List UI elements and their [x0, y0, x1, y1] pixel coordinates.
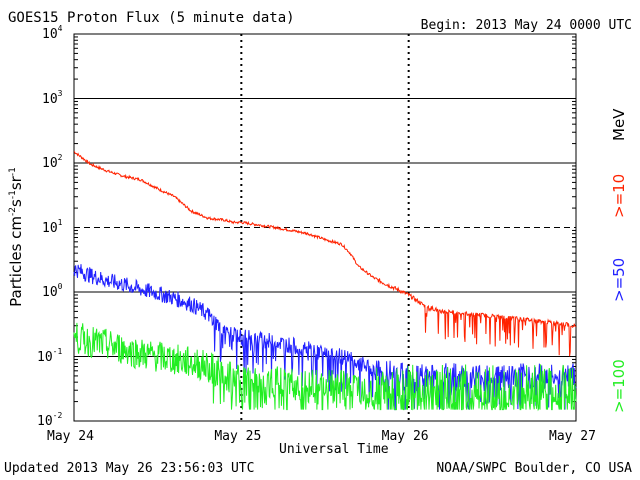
y-tick-label: 10-2 — [37, 411, 63, 429]
x-tick-label: May 27 — [549, 429, 596, 444]
grid-lines — [74, 34, 576, 421]
legend-ge50: >=50 — [610, 257, 628, 302]
begin-time: Begin: 2013 May 24 0000 UTC — [420, 18, 632, 33]
y-tick-label: 100 — [42, 282, 63, 300]
series-line — [73, 151, 577, 357]
chart-title: GOES15 Proton Flux (5 minute data) — [8, 10, 295, 26]
x-tick-label: May 24 — [47, 429, 94, 444]
legend-unit: MeV — [610, 108, 628, 141]
x-tick-label: May 26 — [381, 429, 429, 444]
y-tick-label: 101 — [42, 217, 63, 236]
legend-ge100: >=100 — [610, 359, 628, 413]
x-axis-label: Universal Time — [279, 442, 389, 457]
data-traces — [73, 151, 577, 412]
y-tick-label: 103 — [42, 88, 63, 107]
updated-timestamp: Updated 2013 May 26 23:56:03 UTC — [4, 461, 255, 476]
series-line — [73, 322, 577, 412]
y-axis-label: Particles cm-2s-1sr-1 — [7, 167, 25, 307]
y-tick-label: 10-1 — [37, 346, 63, 365]
legend-ge10: >=10 — [610, 173, 628, 218]
y-tick-label: 104 — [42, 24, 63, 42]
credit-line: NOAA/SWPC Boulder, CO USA — [436, 461, 632, 476]
x-tick-label: May 25 — [214, 429, 262, 444]
series-line — [73, 264, 577, 411]
y-tick-label: 102 — [42, 153, 63, 171]
